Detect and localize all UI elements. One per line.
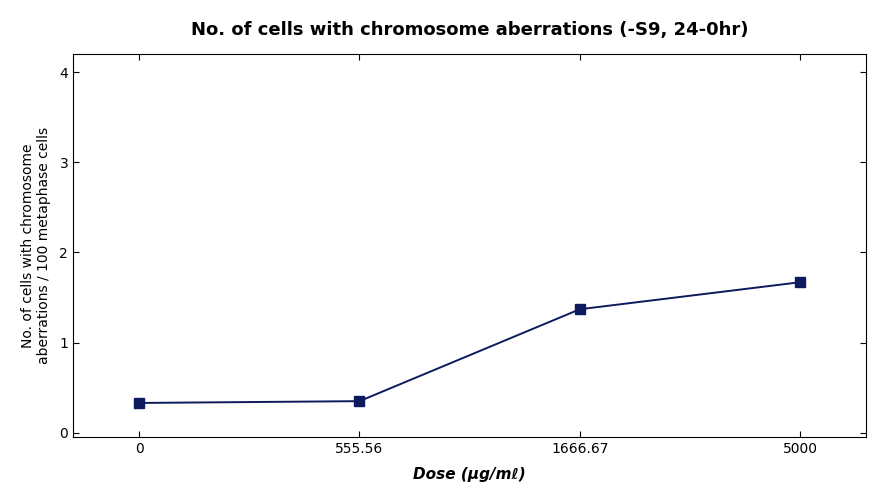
Y-axis label: No. of cells with chromosome
aberrations / 100 metaphase cells: No. of cells with chromosome aberrations… [20,127,51,364]
X-axis label: Dose (μg/mℓ): Dose (μg/mℓ) [413,467,525,482]
Title: No. of cells with chromosome aberrations (-S9, 24-0hr): No. of cells with chromosome aberrations… [190,21,748,39]
